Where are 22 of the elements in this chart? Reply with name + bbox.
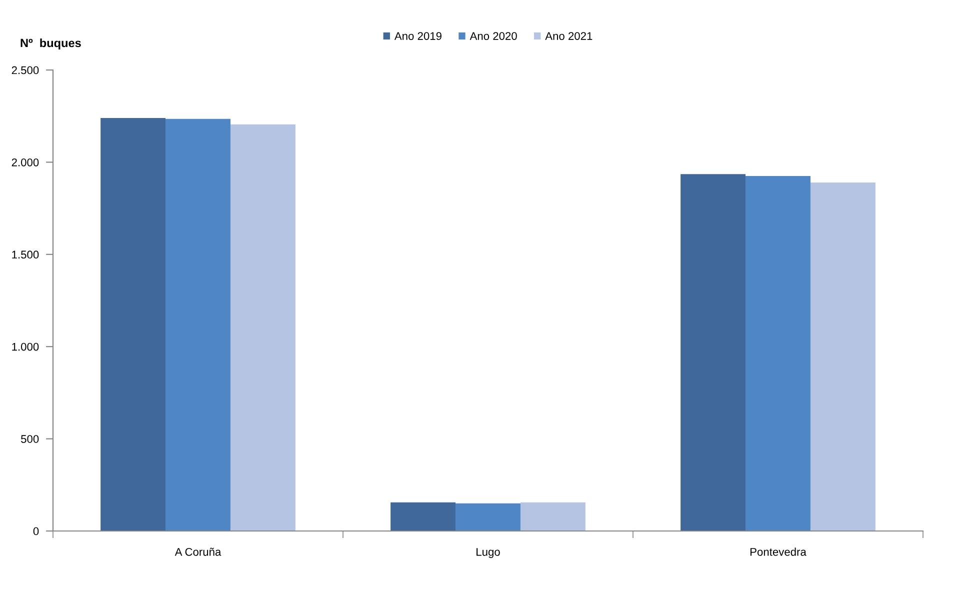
bar	[456, 503, 520, 531]
x-tick-label: A Coruña	[174, 548, 222, 556]
y-axis-title: Nº buques	[20, 38, 81, 50]
bar	[680, 174, 746, 531]
bar	[100, 118, 166, 531]
bar	[390, 502, 456, 531]
x-tick-label: Pontevedra	[750, 548, 806, 556]
legend-label: Ano 2019	[394, 32, 442, 40]
y-tick-label: 0	[33, 527, 39, 536]
bar	[746, 176, 810, 531]
y-tick-label: 500	[21, 435, 39, 443]
y-tick-label: 2.000	[12, 158, 39, 166]
bar	[520, 502, 586, 531]
bar	[230, 124, 296, 531]
x-tick-label: Lugo	[476, 548, 500, 558]
bar	[166, 118, 230, 531]
legend-label: Ano 2020	[470, 32, 517, 40]
y-tick-label: 1.500	[12, 250, 39, 259]
bar	[810, 182, 876, 531]
y-tick-label: 2.500	[12, 66, 39, 74]
legend-label: Ano 2021	[545, 32, 592, 40]
y-tick-label: 1.000	[12, 342, 39, 351]
